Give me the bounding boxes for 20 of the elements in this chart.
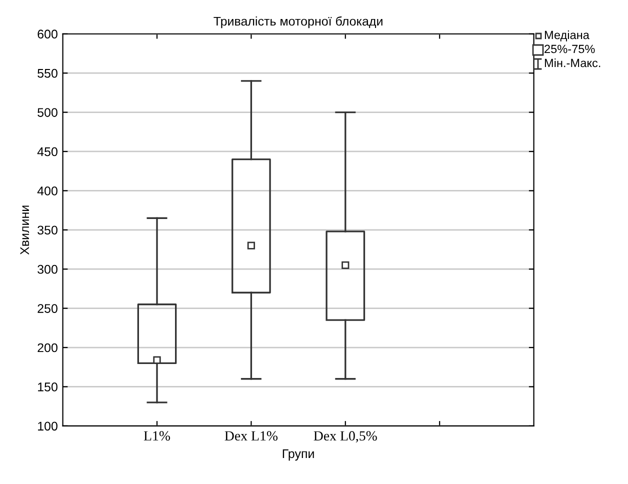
text: 25%-75%	[544, 44, 595, 54]
y-tick-label: 550	[38, 68, 58, 78]
text: Мін.-Макс.	[544, 58, 600, 68]
x-axis-title: Групи	[282, 449, 314, 461]
y-tick-label: 400	[37, 186, 58, 196]
y-tick-label: 600	[38, 30, 58, 39]
chart-title: Тривалість моторної блокади	[214, 16, 382, 28]
y-axis-title: Хвилини	[20, 206, 30, 255]
y-tick-label: 250	[38, 304, 58, 313]
x-tick-label: L1%	[144, 431, 170, 441]
y-tick-label: 150	[38, 382, 58, 392]
y-tick-label: 450	[37, 147, 58, 156]
x-tick-label: Dex L1%	[224, 431, 278, 441]
y-tick-label: 350	[38, 226, 58, 235]
y-tick-label: 300	[38, 264, 58, 274]
y-tick-label: 100	[38, 422, 58, 431]
y-tick-label: 500	[38, 108, 58, 117]
x-tick-label: Dex L0,5%	[314, 431, 377, 443]
y-tick-label: 200	[38, 343, 58, 352]
text: Медіана	[544, 30, 590, 42]
